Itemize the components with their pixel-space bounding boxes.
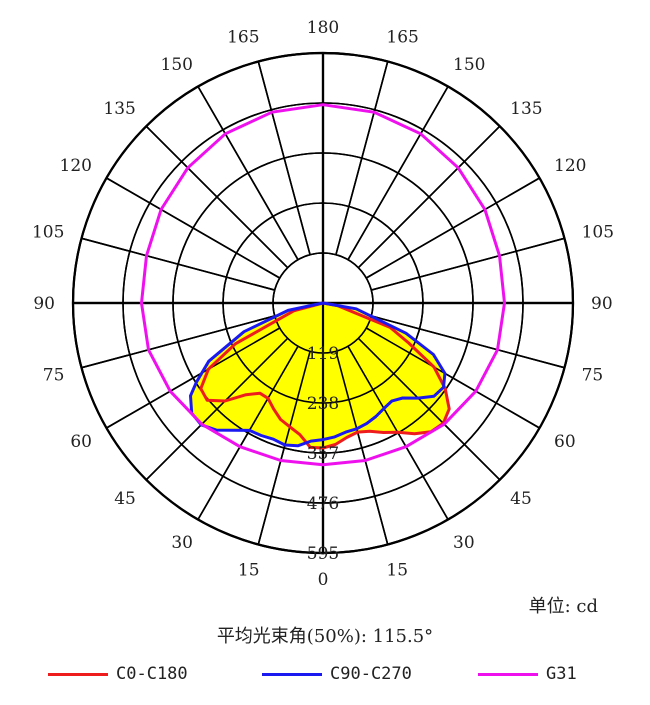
angle-label: 135 — [510, 99, 542, 119]
angle-label: 180 — [307, 18, 339, 38]
beam-angle-label: 平均光束角(50%): 115.5° — [216, 626, 434, 647]
angle-label: 105 — [32, 223, 64, 243]
legend-label: G31 — [546, 664, 577, 684]
radial-tick-label: 238 — [307, 394, 339, 414]
angle-label: 90 — [591, 294, 613, 314]
angle-label: 15 — [238, 561, 260, 581]
grid-spoke-front — [106, 327, 281, 429]
angle-label: 30 — [171, 533, 193, 553]
unit-label: 单位: cd — [528, 596, 598, 617]
grid-spoke-front — [357, 337, 501, 481]
angle-label: 75 — [582, 365, 604, 385]
legend-label: C90-C270 — [330, 664, 412, 684]
grid-spoke-front — [81, 315, 275, 369]
grid-spoke-front — [371, 237, 565, 291]
legend-swatch — [262, 672, 322, 676]
angle-label: 120 — [554, 156, 586, 176]
grid-spoke-front — [257, 351, 311, 545]
angle-label: 75 — [43, 365, 65, 385]
radial-tick-label: 595 — [307, 544, 339, 564]
grid-spoke-front — [106, 177, 281, 279]
legend-label: C0-C180 — [116, 664, 188, 684]
legend-item-c0-c180: C0-C180 — [48, 662, 188, 686]
legend-item-c90-c270: C90-C270 — [262, 662, 412, 686]
series-c0-c180-line — [199, 301, 451, 450]
angle-label: 45 — [510, 489, 532, 509]
angle-label: 45 — [114, 489, 136, 509]
angle-label: 30 — [453, 533, 475, 553]
grid-spoke-front — [365, 327, 540, 429]
angle-label: 150 — [161, 55, 193, 75]
grid-spoke-front — [347, 86, 449, 261]
angle-label: 165 — [227, 27, 259, 47]
angle-label: 60 — [70, 432, 92, 452]
grid-spoke-front — [365, 177, 540, 279]
polar-chart: 119 238 357 476 595 0 15 30 45 60 75 90 105 120 135 15… — [32, 18, 614, 590]
angle-label: 135 — [103, 99, 135, 119]
grid-spoke-front — [145, 337, 289, 481]
radial-tick-label: 357 — [307, 444, 339, 464]
grid-spoke-front — [257, 61, 311, 255]
grid-spoke-front — [145, 125, 289, 269]
angle-label: 105 — [582, 223, 614, 243]
radial-tick-label: 476 — [307, 494, 339, 514]
series-g31-line — [140, 103, 506, 467]
grid-spoke-front — [335, 61, 389, 255]
legend-swatch — [478, 672, 538, 676]
legend-swatch — [48, 672, 108, 676]
grid-spoke-front — [335, 351, 389, 545]
legend-item-g31: G31 — [478, 662, 577, 686]
angle-label: 60 — [554, 432, 576, 452]
angle-label: 150 — [453, 55, 485, 75]
grid-spoke-front — [197, 345, 299, 520]
grid-spoke-front — [81, 237, 275, 291]
distribution-fill-layer — [190, 303, 450, 448]
angle-label: 0 — [318, 570, 329, 590]
series-c90-c270-line — [189, 301, 447, 448]
angle-label: 15 — [386, 561, 408, 581]
grid-spoke-front — [197, 86, 299, 261]
angle-label: 90 — [33, 294, 55, 314]
curves-layer — [140, 103, 506, 467]
grid-spoke-front — [357, 125, 501, 269]
angle-label: 165 — [386, 27, 418, 47]
polar-grid-front — [71, 51, 575, 555]
angle-label: 120 — [60, 156, 92, 176]
grid-spoke-front — [371, 315, 565, 369]
radial-labels: 119 238 357 476 595 — [307, 344, 339, 564]
radial-tick-label: 119 — [307, 344, 339, 364]
angle-labels: 0 15 30 45 60 75 90 105 120 135 150 165 180 15 30 45 60 7… — [32, 18, 614, 590]
